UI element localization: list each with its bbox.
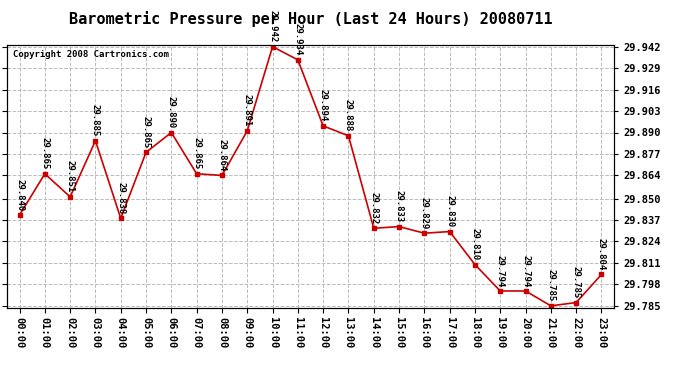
Text: 29.864: 29.864 [217,139,226,171]
Text: Barometric Pressure per Hour (Last 24 Hours) 20080711: Barometric Pressure per Hour (Last 24 Ho… [69,11,552,27]
Text: 29.942: 29.942 [268,10,277,42]
Text: 29.794: 29.794 [521,255,530,287]
Text: 29.888: 29.888 [344,99,353,132]
Text: 29.890: 29.890 [167,96,176,128]
Text: 29.865: 29.865 [40,137,50,170]
Text: 29.840: 29.840 [15,178,24,211]
Text: Copyright 2008 Cartronics.com: Copyright 2008 Cartronics.com [13,50,169,59]
Text: 29.810: 29.810 [471,228,480,260]
Text: 29.794: 29.794 [495,255,505,287]
Text: 29.851: 29.851 [66,160,75,193]
Text: 29.934: 29.934 [293,24,302,56]
Text: 29.894: 29.894 [319,90,328,122]
Text: 29.829: 29.829 [420,197,429,229]
Text: 29.885: 29.885 [91,104,100,136]
Text: 29.804: 29.804 [597,238,606,270]
Text: 29.785: 29.785 [571,266,581,298]
Text: 29.785: 29.785 [546,269,555,302]
Text: 29.832: 29.832 [369,192,378,224]
Text: 29.833: 29.833 [395,190,404,222]
Text: 29.865: 29.865 [141,116,150,148]
Text: 29.891: 29.891 [243,94,252,127]
Text: 29.865: 29.865 [192,137,201,170]
Text: 29.830: 29.830 [445,195,454,227]
Text: 29.838: 29.838 [116,182,126,214]
